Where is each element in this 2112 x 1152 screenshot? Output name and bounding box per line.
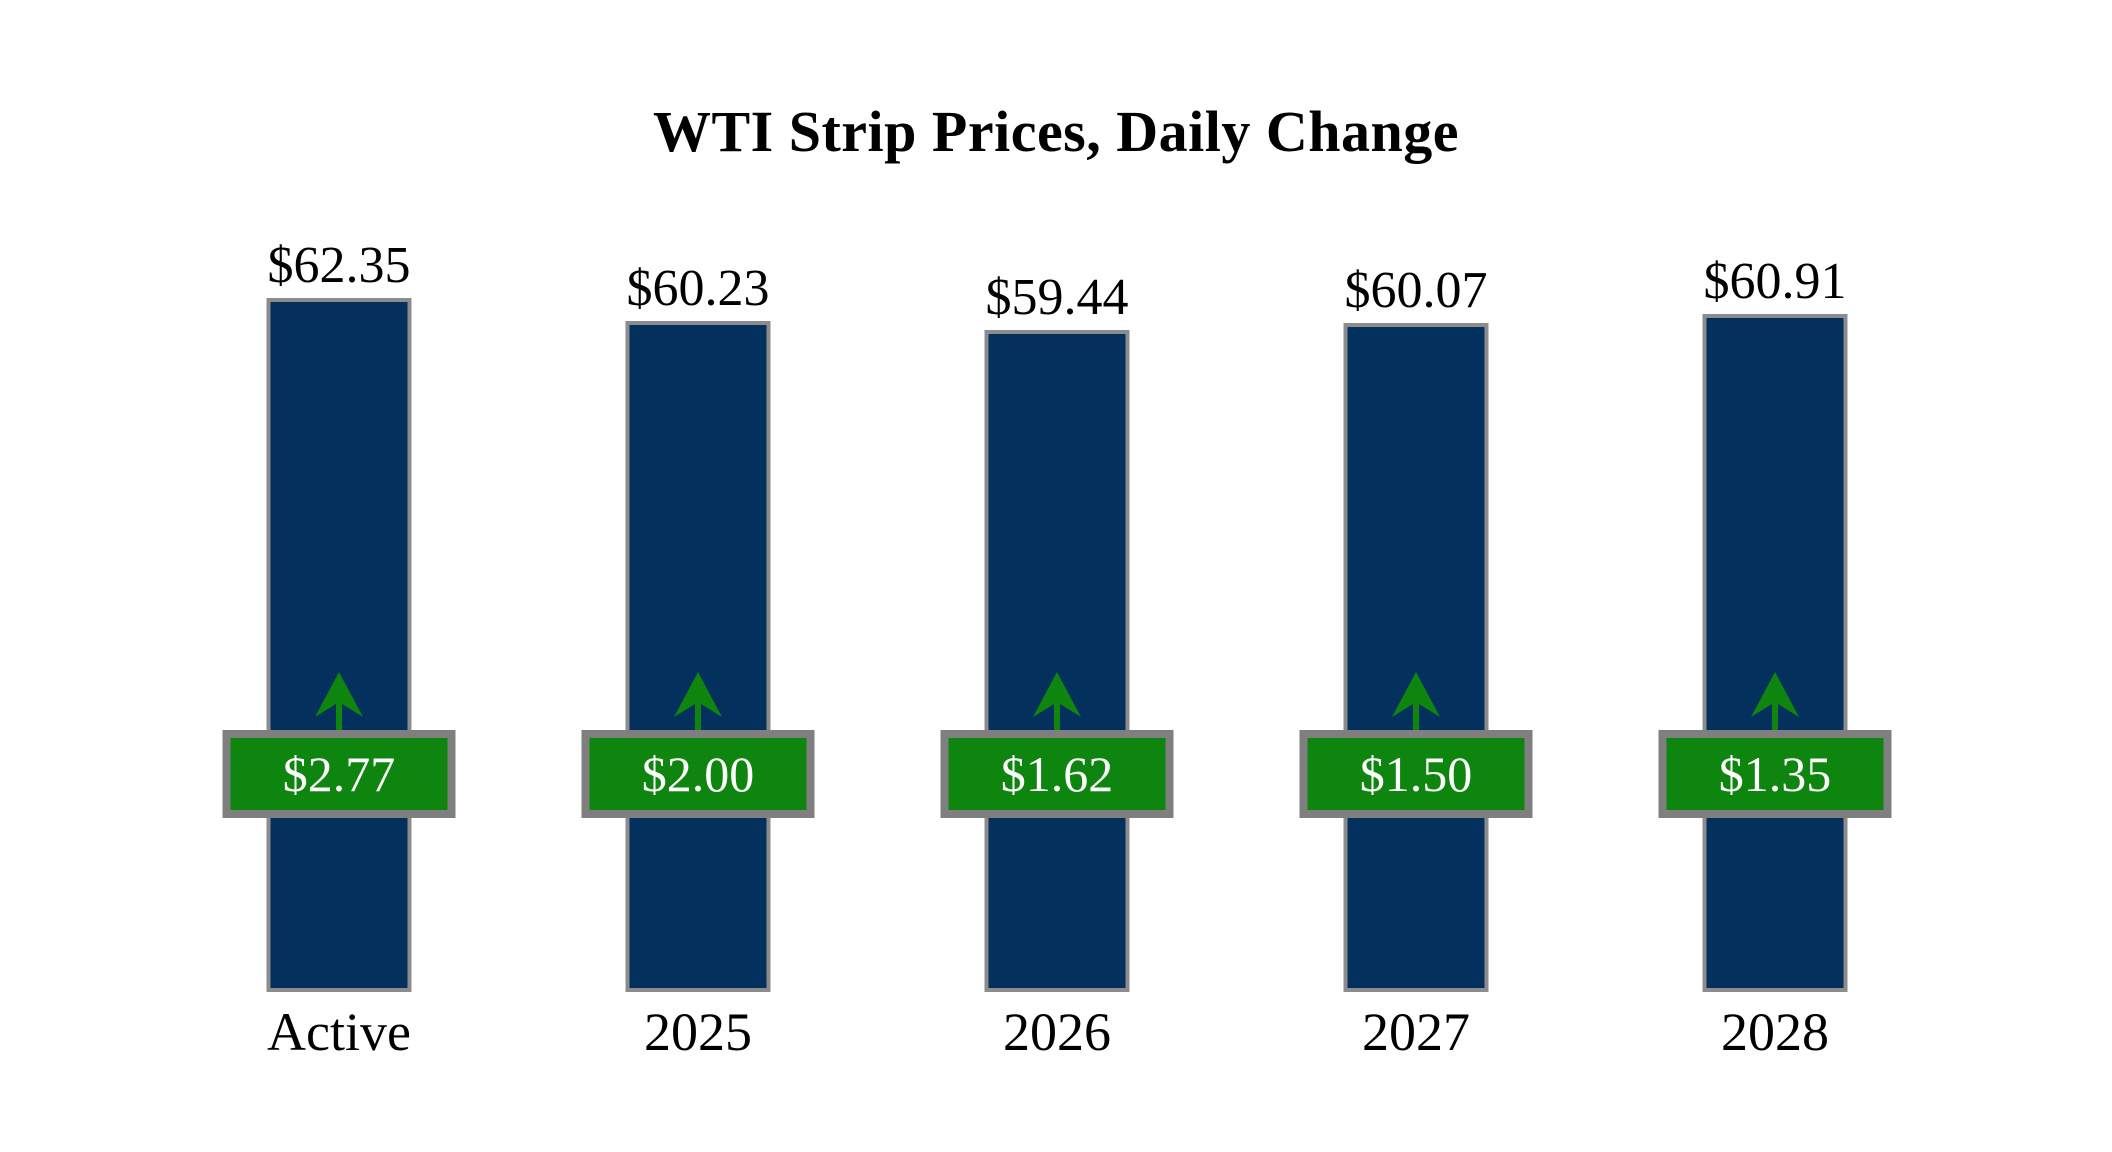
category-label: 2028 <box>1721 1002 1829 1062</box>
up-arrow-icon <box>1392 672 1440 732</box>
price-label: $60.07 <box>1344 262 1488 319</box>
change-badge: $2.00 <box>581 730 815 818</box>
up-arrow-icon <box>674 672 722 732</box>
category-label: Active <box>267 1002 411 1062</box>
category-label: 2027 <box>1362 1002 1470 1062</box>
bar-group: $62.35 $2.77 Active <box>160 0 519 1152</box>
price-label: $60.23 <box>626 260 770 317</box>
bar <box>625 321 771 992</box>
change-badge: $1.35 <box>1658 730 1892 818</box>
change-badge: $1.62 <box>940 730 1174 818</box>
category-label: 2026 <box>1003 1002 1111 1062</box>
bar-group: $60.07 $1.50 2027 <box>1237 0 1596 1152</box>
bar <box>1343 323 1489 992</box>
change-badge: $2.77 <box>222 730 456 818</box>
price-label: $62.35 <box>267 237 411 294</box>
bar <box>984 330 1130 992</box>
bar-group: $60.91 $1.35 2028 <box>1596 0 1955 1152</box>
up-arrow-icon <box>315 672 363 732</box>
bar <box>266 298 412 992</box>
change-badge: $1.50 <box>1299 730 1533 818</box>
up-arrow-icon <box>1033 672 1081 732</box>
category-label: 2025 <box>644 1002 752 1062</box>
bar-group: $60.23 $2.00 2025 <box>519 0 878 1152</box>
chart-title: WTI Strip Prices, Daily Change <box>652 99 1460 164</box>
price-label: $59.44 <box>985 269 1129 326</box>
bar <box>1702 314 1848 992</box>
price-label: $60.91 <box>1703 253 1847 310</box>
bar-group: $59.44 $1.62 2026 <box>878 0 1237 1152</box>
up-arrow-icon <box>1751 672 1799 732</box>
